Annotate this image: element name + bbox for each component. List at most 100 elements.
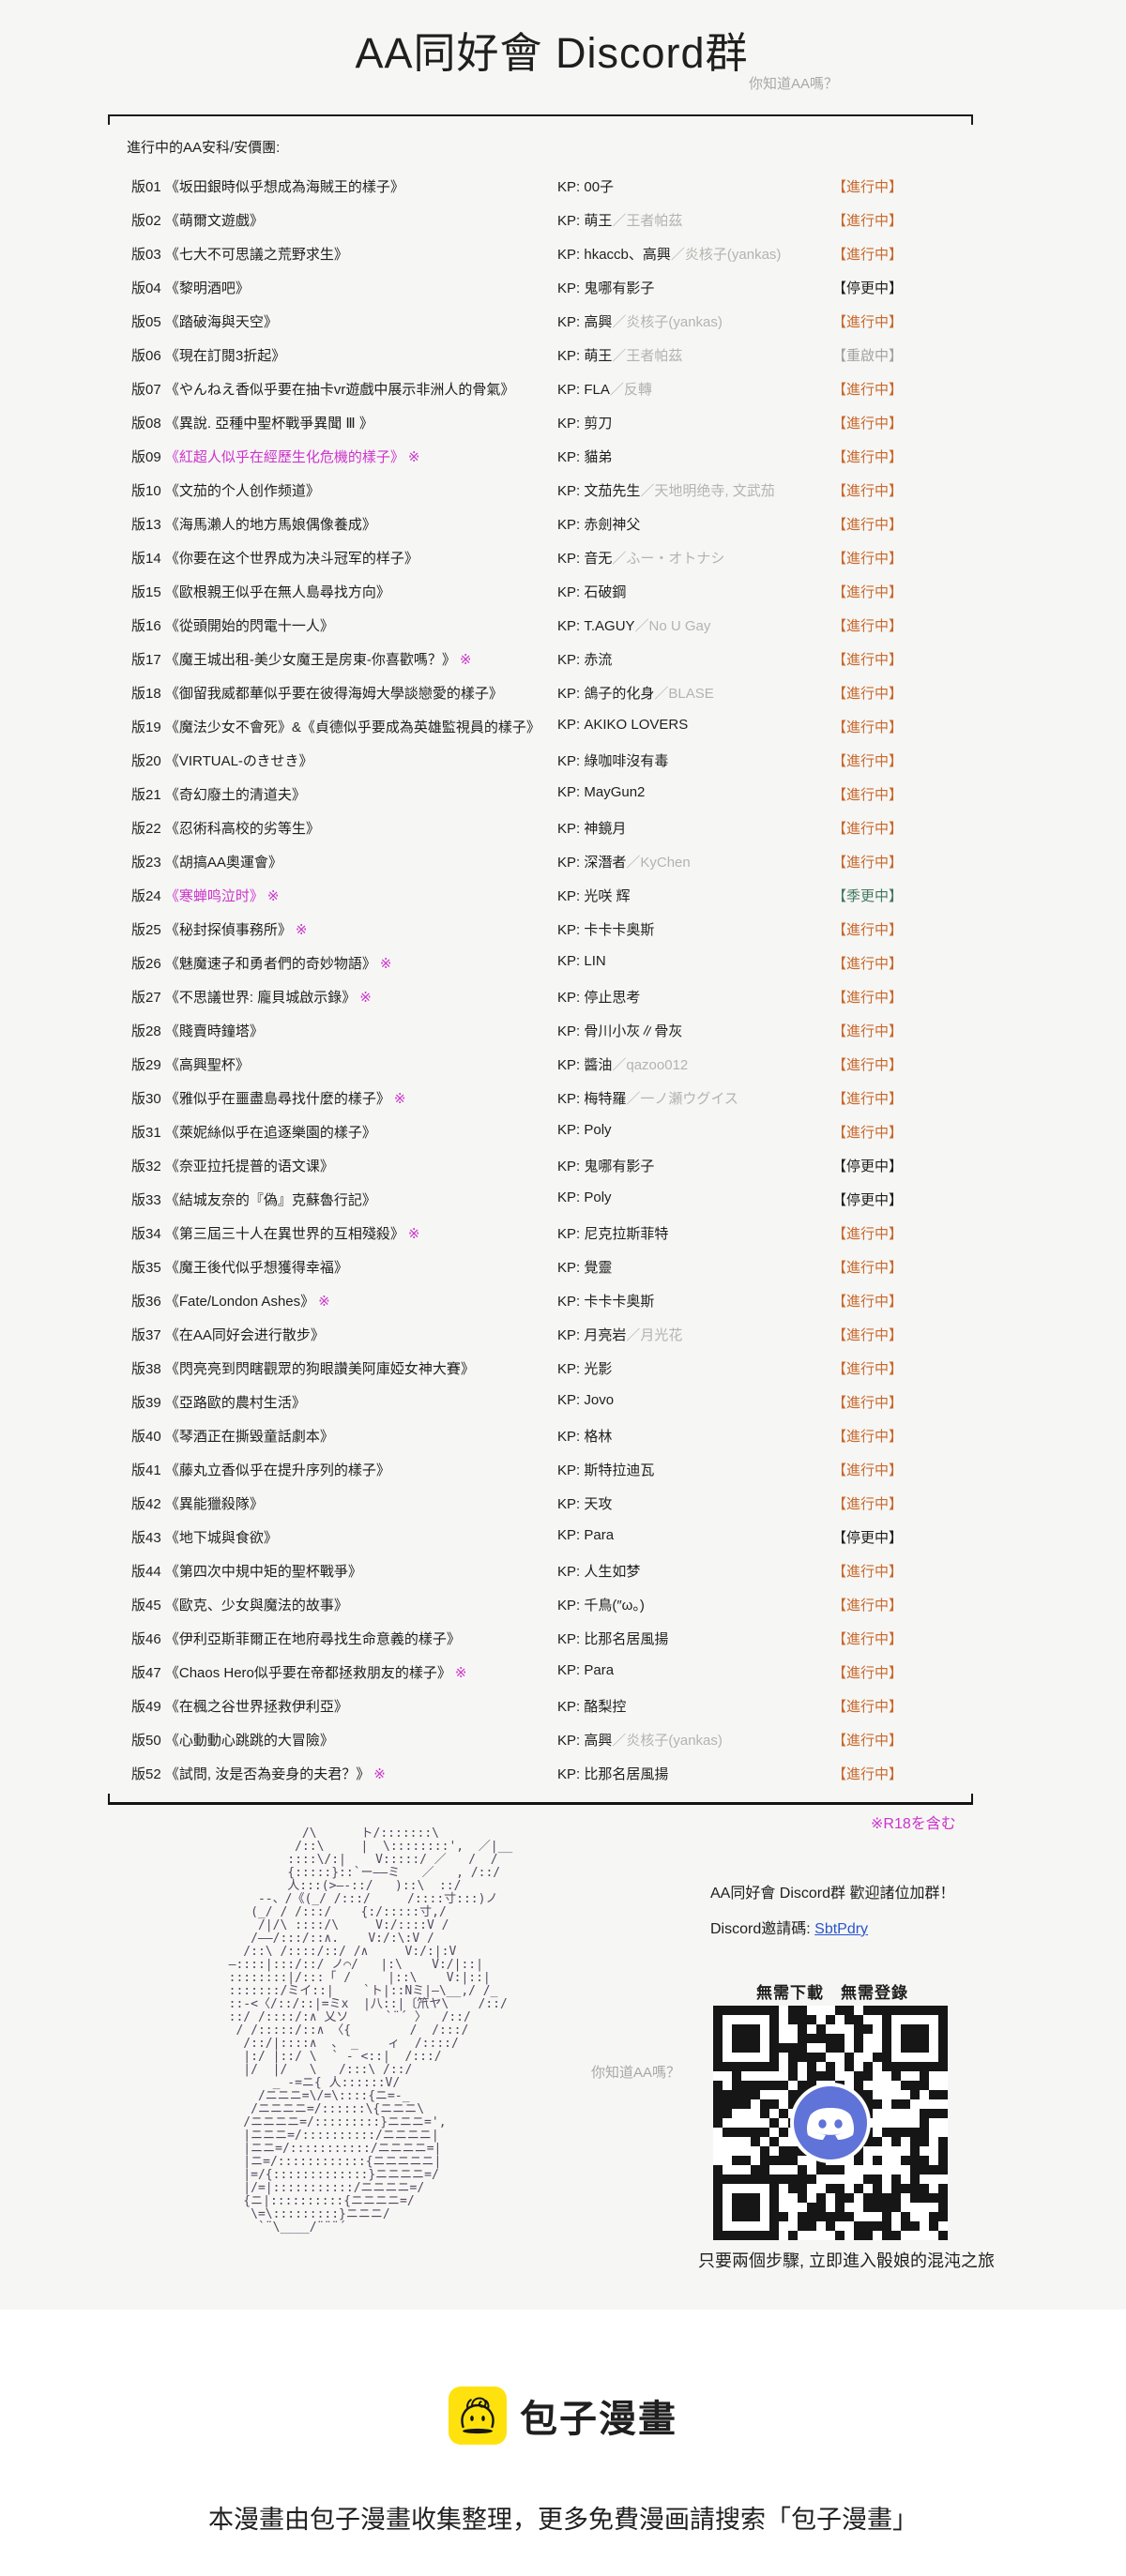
status-badge: 【進行中】 <box>832 517 904 533</box>
kp-prefix: KP: <box>557 618 581 634</box>
table-row: 版19 《魔法少女不會死》&《貞德似乎要成為英雄監視員的樣子》 KP: AKIK… <box>131 717 1079 750</box>
ascii-art: /\ ト/:::::::\ /::\ | \::::::::', ／|__ ::… <box>228 1826 513 2235</box>
table-row: 版03 《七大不可思議之荒野求生》 KP: hkaccb、高興／炎核子(yank… <box>131 244 1079 278</box>
row-title-link[interactable]: 《紅超人似乎在經歷生化危機的樣子》 <box>164 449 404 465</box>
row-title-link[interactable]: 《奇幻廢土的清道夫》 <box>164 787 306 803</box>
row-title-link[interactable]: 《試問, 汝是否為妾身的夫君？》 <box>164 1766 371 1782</box>
row-main: 版23 《胡搞AA奧運會》 <box>131 852 557 871</box>
kp-prefix: KP: <box>557 1091 581 1107</box>
status-badge: 【進行中】 <box>832 618 904 634</box>
kp-prefix: KP: <box>557 1190 581 1205</box>
row-kp: KP: 酪梨控 <box>557 1696 832 1716</box>
kp-prefix: KP: <box>557 314 581 330</box>
row-title-link[interactable]: 《高興聖杯》 <box>164 1057 250 1073</box>
kp-prefix: KP: <box>557 1327 581 1343</box>
row-kp: KP: MayGun2 <box>557 784 832 800</box>
row-title-link[interactable]: 《你要在这个世界成为决斗冠军的样子》 <box>164 551 418 567</box>
footer: 包子漫畫 本漫畫由包子漫畫收集整理，更多免費漫画請搜索「包子漫畫」 <box>0 2310 1126 2576</box>
row-number: 版18 <box>131 686 161 702</box>
invite-code-line: Discord邀請碼: SbtPdry <box>710 1916 868 1938</box>
row-title-link[interactable]: 《胡搞AA奧運會》 <box>164 855 282 871</box>
table-row: 版09 《紅超人似乎在經歷生化危機的樣子》 ※ KP: 貓弟 【進行中】 <box>131 447 1079 480</box>
kp-name: 鬼哪有影子 <box>584 280 655 296</box>
row-title-link[interactable]: 《魔王城出租-美少女魔王是房東-你喜歡嗎？》 <box>164 652 456 668</box>
invite-headline: AA同好會 Discord群 歡迎諸位加群！ <box>710 1886 955 1902</box>
row-number: 版40 <box>131 1429 161 1445</box>
row-title-link[interactable]: 《琴酒正在撕毀童話劇本》 <box>164 1429 334 1445</box>
kp-alias: ／反轉 <box>609 382 652 398</box>
row-title-link[interactable]: 《第三屆三十人在異世界的互相殘殺》 <box>164 1226 404 1242</box>
row-title-link[interactable]: 《結城友奈的『偽』克蘇魯行記》 <box>164 1192 376 1208</box>
row-title-link[interactable]: 《魔王後代似乎想獲得幸福》 <box>164 1260 348 1276</box>
row-title-link[interactable]: 《萊妮絲似乎在追逐樂園的樣子》 <box>164 1125 376 1141</box>
row-title-link[interactable]: 《やんねえ香似乎要在抽卡vr遊戲中展示非洲人的骨氣》 <box>164 382 515 398</box>
row-number: 版09 <box>131 449 161 465</box>
row-number: 版52 <box>131 1766 161 1782</box>
row-title-link[interactable]: 《閃亮亮到閃瞎觀眾的狗眼讚美阿庫婭女神大賽》 <box>164 1361 475 1377</box>
row-title-link[interactable]: 《萌爾文遊戲》 <box>164 213 264 229</box>
row-title-link[interactable]: 《奈亚拉托提普的语文课》 <box>164 1159 334 1174</box>
row-title-link[interactable]: 《現在訂閱3折起》 <box>164 348 286 364</box>
row-title-link[interactable]: 《歐根親王似乎在無人島尋找方向》 <box>164 584 390 600</box>
row-title-link[interactable]: 《忍術科高校的劣等生》 <box>164 821 320 837</box>
row-title-link[interactable]: 《從頭開始的閃電十一人》 <box>164 618 334 634</box>
row-title-link[interactable]: 《第四次中規中矩的聖杯戰爭》 <box>164 1564 362 1580</box>
table-row: 版45 《歐克、少女與魔法的故事》 KP: 千鳥(″ω。) 【進行中】 <box>131 1595 1079 1629</box>
row-number: 版22 <box>131 821 161 837</box>
kp-prefix: KP: <box>557 1564 581 1580</box>
row-title-link[interactable]: 《魅魔速子和勇者們的奇妙物語》 <box>164 956 376 972</box>
row-title-link[interactable]: 《雅似乎在噩盡島尋找什麼的樣子》 <box>164 1091 390 1107</box>
row-title-link[interactable]: 《在AA同好会进行散步》 <box>164 1327 325 1343</box>
row-title-link[interactable]: 《心動動心跳跳的大冒險》 <box>164 1733 334 1749</box>
table-row: 版46 《伊利亞斯菲爾正在地府尋找生命意義的樣子》 KP: 比那名居風揚 【進行… <box>131 1629 1079 1662</box>
row-title-link[interactable]: 《不思議世界: 龐貝城啟示錄》 <box>164 990 357 1006</box>
kp-prefix: KP: <box>557 1462 581 1478</box>
row-title-link[interactable]: 《御留我威都華似乎要在彼得海姆大學談戀愛的樣子》 <box>164 686 503 702</box>
row-kp: KP: 文茄先生／天地明绝寺, 文武茄 <box>557 480 832 500</box>
kp-name: 月亮岩 <box>584 1327 627 1343</box>
status-badge: 【進行中】 <box>832 1125 904 1141</box>
row-kp: KP: 卡卡卡奥斯 <box>557 919 832 939</box>
row-kp: KP: Para <box>557 1662 832 1678</box>
table-row: 版37 《在AA同好会进行散步》 KP: 月亮岩／月光花 【進行中】 <box>131 1325 1079 1358</box>
row-number: 版05 <box>131 314 161 330</box>
row-title-link[interactable]: 《黎明酒吧》 <box>164 280 250 296</box>
kp-name: 酪梨控 <box>584 1699 627 1715</box>
row-title-link[interactable]: 《坂田銀時似乎想成為海賊王的樣子》 <box>164 179 404 195</box>
row-title-link[interactable]: 《七大不可思議之荒野求生》 <box>164 247 348 263</box>
kp-name: hkaccb、高興 <box>584 247 671 263</box>
status-badge: 【進行中】 <box>832 247 904 263</box>
row-title-link[interactable]: 《寒蝉鸣泣时》 <box>164 888 264 904</box>
row-title-link[interactable]: 《地下城與食欲》 <box>164 1530 278 1546</box>
row-title-link[interactable]: 《賤賣時鐘塔》 <box>164 1023 264 1039</box>
status-badge: 【進行中】 <box>832 1023 904 1039</box>
row-title-link[interactable]: 《在楓之谷世界拯救伊利亞》 <box>164 1699 348 1715</box>
status-badge: 【進行中】 <box>832 1699 904 1715</box>
discord-invite-link[interactable]: SbtPdry <box>814 1921 869 1937</box>
row-main: 版38 《閃亮亮到閃瞎觀眾的狗眼讚美阿庫婭女神大賽》 <box>131 1358 557 1378</box>
row-title-link[interactable]: 《踏破海與天空》 <box>164 314 278 330</box>
kp-alias: ／天地明绝寺, 文武茄 <box>640 483 775 499</box>
row-title-link[interactable]: 《文茄的个人创作频道》 <box>164 483 320 499</box>
row-title-link[interactable]: 《異能獵殺隊》 <box>164 1496 264 1512</box>
r18-mark: ※ <box>393 1091 406 1107</box>
row-title-link[interactable]: 《魔法少女不會死》&《貞德似乎要成為英雄監視員的樣子》 <box>164 720 540 735</box>
row-title-link[interactable]: 《海馬瀨人的地方馬娘偶像養成》 <box>164 517 376 533</box>
row-kp: KP: 覺靈 <box>557 1257 832 1277</box>
row-title-link[interactable]: 《VIRTUAL-のきせき》 <box>164 753 313 769</box>
r18-mark: ※ <box>373 1766 386 1782</box>
row-kp: KP: 音无／ふー・オトナシ <box>557 548 832 568</box>
row-kp: KP: 神鏡月 <box>557 818 832 838</box>
row-title-link[interactable]: 《藤丸立香似乎在提升序列的樣子》 <box>164 1462 390 1478</box>
row-title-link[interactable]: 《異說. 亞種中聖杯戰爭異聞 Ⅲ 》 <box>164 416 373 432</box>
row-title-link[interactable]: 《歐克、少女與魔法的故事》 <box>164 1598 348 1614</box>
row-title-link[interactable]: 《Chaos Hero似乎要在帝都拯救朋友的樣子》 <box>164 1665 451 1681</box>
row-title-link[interactable]: 《Fate/London Ashes》 <box>164 1294 315 1310</box>
row-title-link[interactable]: 《伊利亞斯菲爾正在地府尋找生命意義的樣子》 <box>164 1631 461 1647</box>
status-badge: 【季更中】 <box>832 888 904 904</box>
row-title-link[interactable]: 《亞路歐的農村生活》 <box>164 1395 306 1411</box>
row-main: 版25 《秘封探偵事務所》 ※ <box>131 919 557 939</box>
table-row: 版08 《異說. 亞種中聖杯戰爭異聞 Ⅲ 》 KP: 剪刀 【進行中】 <box>131 413 1079 447</box>
row-title-link[interactable]: 《秘封探偵事務所》 <box>164 922 292 938</box>
table-row: 版41 《藤丸立香似乎在提升序列的樣子》 KP: 斯特拉迪瓦 【進行中】 <box>131 1460 1079 1493</box>
